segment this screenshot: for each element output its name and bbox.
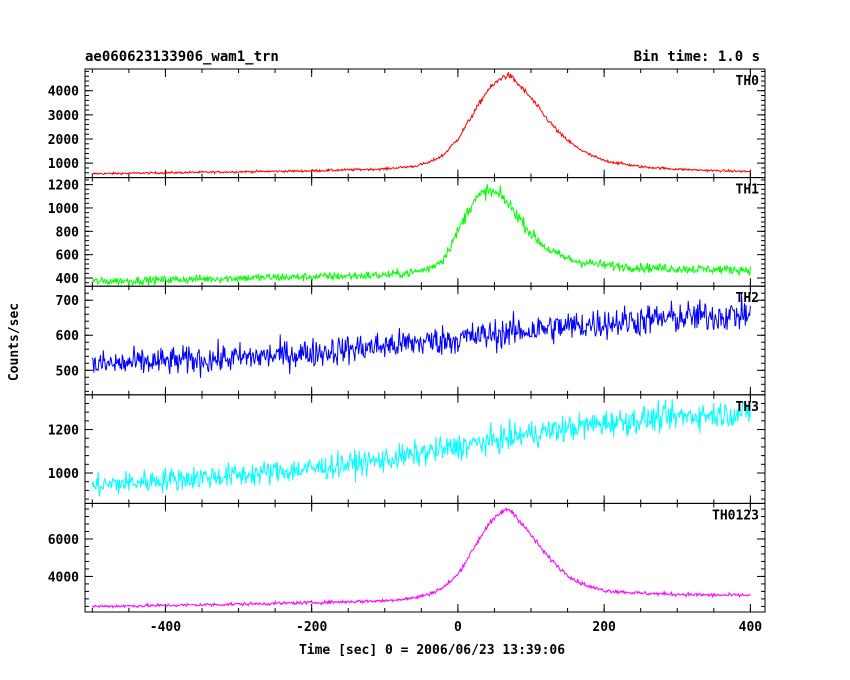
panel-label-th3: TH3 [736, 400, 759, 415]
panel-label-th0: TH0 [736, 74, 760, 89]
y-tick-label: 2000 [48, 133, 79, 148]
y-tick-label: 3000 [48, 109, 79, 124]
y-tick-label: 6000 [48, 533, 79, 548]
panel-frame-th0123 [84, 502, 766, 613]
x-tick-label: 0 [454, 620, 462, 635]
panel-label-th0123: TH0123 [712, 508, 759, 523]
y-tick-label: 1000 [48, 467, 79, 482]
series-line-th0123 [92, 507, 751, 609]
y-tick-label: 4000 [48, 85, 79, 100]
chart-subtitle: Bin time: 1.0 s [634, 49, 760, 65]
x-tick-label: 200 [592, 620, 616, 635]
y-tick-label: 1200 [48, 424, 79, 439]
y-tick-label: 1000 [48, 202, 79, 217]
chart-title: ae060623133906_wam1_trn [85, 49, 279, 65]
series-line-th2 [91, 293, 751, 378]
series-line-th3 [91, 398, 751, 497]
panel-label-th2: TH2 [736, 291, 759, 306]
y-axis-label: Counts/sec [7, 303, 22, 381]
y-tick-label: 1200 [48, 179, 79, 194]
panel-frame-th0 [84, 68, 766, 179]
series-line-th0 [92, 72, 751, 176]
y-tick-label: 1000 [48, 157, 79, 172]
x-tick-label: 400 [739, 620, 763, 635]
panel-label-th1: TH1 [736, 183, 760, 198]
y-tick-label: 500 [56, 364, 80, 379]
y-tick-label: 600 [56, 249, 80, 264]
y-tick-label: 4000 [48, 570, 79, 585]
y-tick-label: 600 [56, 329, 80, 344]
x-tick-label: -200 [296, 620, 327, 635]
y-tick-label: 700 [56, 294, 80, 309]
series-line-th1 [91, 183, 751, 287]
x-tick-label: -400 [150, 620, 181, 635]
y-tick-label: 800 [56, 225, 80, 240]
y-tick-label: 400 [56, 272, 80, 287]
panel-frame-th2 [84, 285, 766, 396]
x-axis-label: Time [sec] 0 = 2006/06/23 13:39:06 [299, 643, 565, 658]
